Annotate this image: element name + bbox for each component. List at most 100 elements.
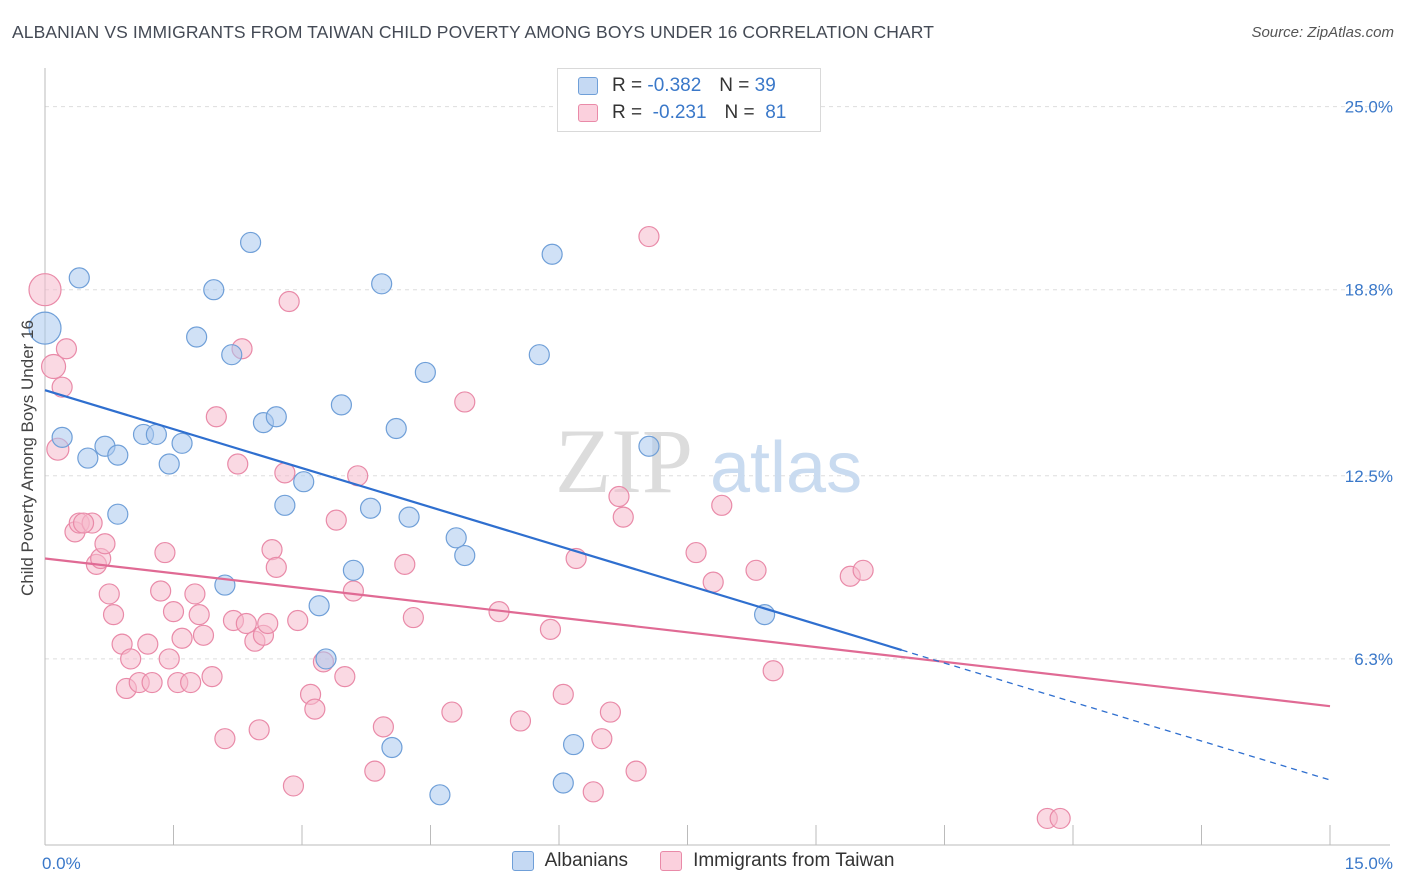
legend-label-taiwan: Immigrants from Taiwan <box>693 850 895 871</box>
taiwan-point-58 <box>454 391 476 413</box>
taiwan-point-39 <box>257 612 279 635</box>
source-text: Source: ZipAtlas.com <box>1251 24 1394 41</box>
trend-lines <box>44 389 1331 781</box>
taiwan-point-57 <box>441 701 463 723</box>
legend-n-value: 81 <box>765 102 787 123</box>
taiwan-point-61 <box>539 618 562 640</box>
taiwan-point-54 <box>372 716 394 738</box>
taiwan-point-2 <box>55 338 78 360</box>
trend-line-taiwan <box>44 557 1331 708</box>
axes <box>44 68 1390 846</box>
legend-item-taiwan: Immigrants from Taiwan <box>660 850 894 872</box>
albanians-point-31 <box>541 243 563 265</box>
taiwan-point-1 <box>40 353 67 380</box>
series-albanians-points <box>28 231 776 806</box>
taiwan-point-49 <box>325 509 347 531</box>
grid-lines <box>45 106 1390 660</box>
albanians-point-12 <box>221 344 243 366</box>
taiwan-point-30 <box>205 406 227 428</box>
watermark: ZIP atlas <box>555 410 862 512</box>
legend-n-label: N = <box>724 102 755 123</box>
series-legend: Albanians Immigrants from Taiwan <box>0 850 1406 872</box>
legend-row-taiwan: R = -0.231 N = 81 <box>578 100 786 126</box>
taiwan-point-11 <box>98 583 120 605</box>
albanians-point-18 <box>308 595 330 617</box>
albanians-point-30 <box>528 344 550 366</box>
albanians-point-37 <box>381 736 403 759</box>
y-tick-label-2: 18.8% <box>1345 281 1393 300</box>
albanians-point-13 <box>240 231 262 254</box>
taiwan-point-77 <box>852 559 874 581</box>
taiwan-point-65 <box>591 728 613 750</box>
legend-label-albanians: Albanians <box>544 850 629 871</box>
trend-line-albanians-extension <box>901 649 1331 781</box>
y-tick-label-3: 25.0% <box>1345 98 1393 117</box>
taiwan-point-33 <box>227 453 249 475</box>
taiwan-point-70 <box>638 225 660 248</box>
taiwan-point-20 <box>154 541 176 564</box>
legend-n-value: 39 <box>754 75 776 96</box>
legend-r-label: R = <box>612 102 643 123</box>
albanians-point-27 <box>429 784 451 806</box>
albanians-point-25 <box>398 506 420 528</box>
taiwan-point-74 <box>745 559 767 581</box>
taiwan-point-47 <box>304 698 326 720</box>
albanians-point-33 <box>562 733 585 756</box>
taiwan-point-66 <box>599 701 622 723</box>
albanians-point-10 <box>186 326 208 348</box>
taiwan-point-26 <box>184 583 206 605</box>
albanians-point-2 <box>51 426 73 448</box>
taiwan-point-25 <box>180 671 202 694</box>
tick-labels: 6.3% 12.5% 18.8% 25.0% 0.0% 15.0% <box>42 98 1393 873</box>
albanians-point-5 <box>107 444 129 466</box>
taiwan-point-3 <box>51 376 73 398</box>
taiwan-point-22 <box>162 601 185 623</box>
taiwan-point-44 <box>282 775 305 797</box>
albanians-point-34 <box>638 435 660 457</box>
legend-r-value: -0.231 <box>652 102 707 123</box>
taiwan-point-10 <box>94 533 116 555</box>
taiwan-point-71 <box>685 541 707 564</box>
taiwan-point-28 <box>192 624 215 646</box>
albanians-point-16 <box>274 494 296 516</box>
albanians-point-20 <box>330 394 353 416</box>
taiwan-point-35 <box>235 612 257 635</box>
albanians-point-15 <box>265 406 287 428</box>
albanians-point-36 <box>107 503 129 525</box>
x-tick-label-min: 0.0% <box>42 854 81 873</box>
albanians-point-0 <box>28 311 62 345</box>
taiwan-point-27 <box>188 604 210 626</box>
taiwan-point-29 <box>201 666 223 688</box>
taiwan-point-19 <box>150 580 172 602</box>
taiwan-point-73 <box>711 494 733 516</box>
legend-r-label: R = <box>612 75 643 96</box>
y-tick-label-0: 6.3% <box>1354 650 1393 669</box>
legend-row-albanians: R = -0.382 N = 39 <box>578 73 776 99</box>
taiwan-point-37 <box>248 719 270 741</box>
legend-item-albanians: Albanians <box>511 850 629 872</box>
taiwan-point-43 <box>278 290 300 313</box>
taiwan-point-62 <box>552 683 574 705</box>
legend-n-label: N = <box>719 75 750 96</box>
taiwan-point-69 <box>625 760 647 782</box>
albanians-point-23 <box>371 273 393 295</box>
albanians-point-3 <box>77 447 99 469</box>
taiwan-point-0 <box>28 273 62 307</box>
x-tick-label-max: 15.0% <box>1345 854 1393 873</box>
taiwan-point-24 <box>171 627 193 649</box>
taiwan-point-75 <box>762 660 784 682</box>
taiwan-point-67 <box>608 485 630 508</box>
y-tick-label-1: 12.5% <box>1345 467 1393 486</box>
albanians-point-28 <box>445 527 467 549</box>
albanians-point-32 <box>552 772 574 794</box>
taiwan-point-55 <box>394 553 416 576</box>
y-axis-label: Child Poverty Among Boys Under 16 <box>18 320 37 596</box>
trend-line-albanians <box>44 389 902 652</box>
albanians-point-29 <box>454 544 476 567</box>
taiwan-point-40 <box>261 539 283 561</box>
taiwan-point-50 <box>334 666 356 688</box>
taiwan-point-17 <box>137 633 159 655</box>
taiwan-point-45 <box>287 609 309 632</box>
legend-swatch-pink <box>578 104 598 122</box>
